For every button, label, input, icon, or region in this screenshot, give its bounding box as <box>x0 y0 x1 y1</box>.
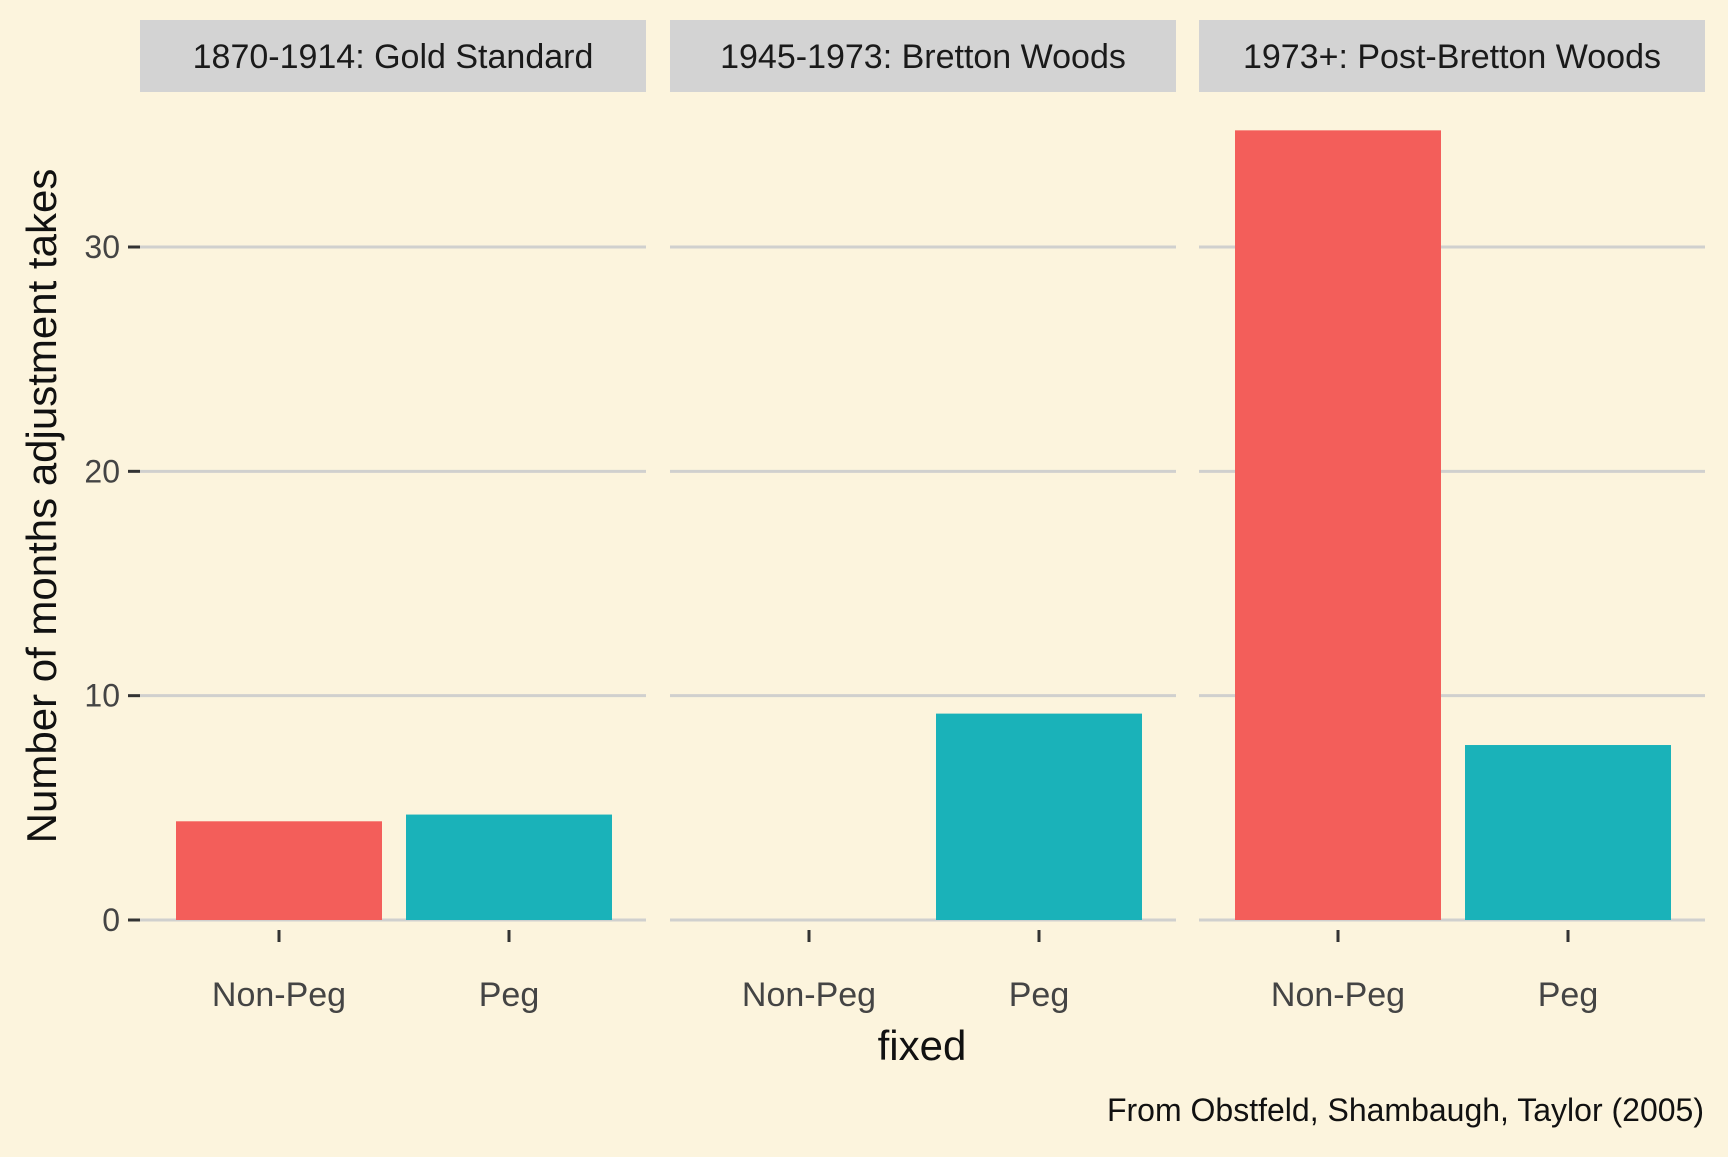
x-tick-label: Peg <box>1009 976 1070 1014</box>
bar-peg <box>936 713 1142 920</box>
facet-strip <box>1199 20 1705 92</box>
caption: From Obstfeld, Shambaugh, Taylor (2005) <box>1107 1092 1704 1128</box>
x-tick-label: Non-Peg <box>1271 976 1405 1014</box>
facet-strip <box>670 20 1176 92</box>
bar-non-peg <box>176 821 382 920</box>
x-tick-label: Non-Peg <box>742 976 876 1014</box>
facet-strip <box>140 20 646 92</box>
x-axis-title: fixed <box>878 1022 967 1069</box>
facet-strip-label: 1973+: Post-Bretton Woods <box>1243 38 1661 76</box>
y-tick-label: 30 <box>84 229 120 265</box>
x-tick-label: Peg <box>1538 976 1599 1014</box>
bar-non-peg <box>1235 130 1441 920</box>
bar-peg <box>406 814 612 920</box>
bar-peg <box>1465 745 1671 920</box>
y-tick-label: 10 <box>84 678 120 714</box>
facet-strip-label: 1870-1914: Gold Standard <box>193 38 594 76</box>
x-tick-label: Peg <box>479 976 540 1014</box>
y-tick-label: 20 <box>84 453 120 489</box>
x-tick-label: Non-Peg <box>212 976 346 1014</box>
facet-strip-label: 1945-1973: Bretton Woods <box>720 38 1126 76</box>
y-tick-label: 0 <box>102 902 120 938</box>
y-axis-title: Number of months adjustment takes <box>18 169 65 844</box>
